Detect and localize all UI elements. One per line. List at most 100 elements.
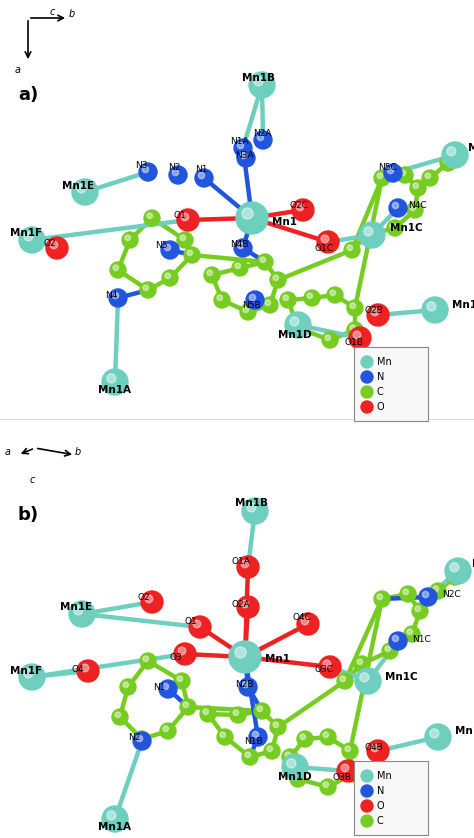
Circle shape — [361, 770, 373, 782]
Circle shape — [19, 227, 45, 253]
Text: Mn1F: Mn1F — [10, 666, 42, 676]
Circle shape — [384, 164, 402, 182]
Text: Mn1H: Mn1H — [472, 559, 474, 569]
Text: Mn1F: Mn1F — [10, 228, 42, 238]
Circle shape — [203, 709, 209, 715]
Circle shape — [174, 673, 190, 689]
Circle shape — [177, 232, 193, 248]
Text: a: a — [15, 65, 21, 75]
Circle shape — [430, 583, 446, 599]
Text: O3C: O3C — [315, 665, 334, 674]
Text: c: c — [29, 475, 35, 485]
Circle shape — [330, 290, 336, 296]
Circle shape — [361, 386, 373, 398]
Circle shape — [363, 230, 369, 235]
Text: Mn1B: Mn1B — [235, 498, 268, 508]
Circle shape — [323, 782, 328, 788]
Circle shape — [357, 659, 363, 665]
Circle shape — [443, 158, 448, 163]
Circle shape — [134, 731, 150, 747]
Text: Mn1E: Mn1E — [60, 602, 92, 612]
Circle shape — [139, 163, 157, 181]
Circle shape — [189, 616, 211, 638]
Circle shape — [350, 325, 356, 330]
Circle shape — [115, 712, 120, 717]
Circle shape — [140, 653, 156, 669]
Circle shape — [450, 563, 459, 572]
Circle shape — [165, 273, 171, 278]
Text: O4C: O4C — [293, 613, 312, 622]
Circle shape — [249, 728, 267, 746]
Text: O2A: O2A — [232, 599, 251, 608]
Circle shape — [237, 242, 244, 249]
Text: O3: O3 — [170, 653, 183, 661]
Circle shape — [361, 401, 373, 413]
Circle shape — [178, 647, 186, 654]
Circle shape — [323, 660, 331, 668]
Text: N2A: N2A — [253, 128, 272, 137]
Circle shape — [133, 732, 151, 750]
Circle shape — [340, 676, 346, 681]
Circle shape — [440, 155, 456, 171]
Circle shape — [410, 205, 416, 210]
Circle shape — [262, 297, 278, 313]
Circle shape — [249, 72, 275, 98]
Circle shape — [254, 77, 263, 86]
Text: N1A: N1A — [230, 137, 249, 147]
Text: N5B: N5B — [242, 301, 261, 309]
Circle shape — [237, 556, 259, 578]
Circle shape — [270, 719, 286, 735]
Circle shape — [407, 629, 412, 634]
Circle shape — [50, 241, 58, 249]
Circle shape — [242, 208, 253, 219]
Circle shape — [321, 235, 329, 243]
Circle shape — [143, 656, 148, 661]
Text: O4: O4 — [72, 665, 85, 674]
Circle shape — [355, 668, 381, 694]
Circle shape — [361, 785, 373, 797]
Circle shape — [241, 600, 249, 608]
Circle shape — [242, 681, 249, 688]
Text: c: c — [49, 7, 55, 17]
Circle shape — [257, 134, 264, 141]
Text: O: O — [377, 402, 384, 412]
Circle shape — [354, 656, 370, 672]
Text: O2B: O2B — [365, 306, 384, 314]
Text: Mn1A: Mn1A — [98, 822, 131, 832]
Circle shape — [361, 815, 373, 827]
Circle shape — [123, 682, 128, 687]
Text: O3B: O3B — [333, 773, 352, 782]
Text: Mn1H: Mn1H — [468, 143, 474, 153]
Circle shape — [410, 180, 426, 196]
Circle shape — [141, 591, 163, 613]
Circle shape — [447, 569, 463, 585]
Circle shape — [385, 646, 391, 652]
Circle shape — [159, 680, 177, 698]
Circle shape — [77, 660, 99, 682]
Text: O1A: O1A — [232, 556, 251, 566]
Circle shape — [371, 744, 379, 752]
Circle shape — [377, 173, 383, 178]
Circle shape — [125, 235, 130, 241]
Text: b: b — [69, 9, 75, 19]
Circle shape — [347, 769, 353, 774]
FancyBboxPatch shape — [354, 347, 428, 421]
Circle shape — [147, 213, 153, 219]
Circle shape — [163, 726, 169, 732]
Circle shape — [120, 679, 136, 695]
Circle shape — [404, 626, 420, 642]
Circle shape — [107, 811, 116, 820]
Circle shape — [260, 257, 265, 262]
Circle shape — [282, 749, 298, 765]
Circle shape — [327, 287, 343, 303]
Circle shape — [242, 749, 258, 765]
Circle shape — [342, 743, 358, 759]
Circle shape — [207, 270, 212, 276]
Circle shape — [264, 743, 280, 759]
Text: Mn1: Mn1 — [272, 217, 297, 227]
Text: O1C: O1C — [315, 244, 334, 252]
Circle shape — [273, 722, 279, 727]
Circle shape — [187, 250, 192, 256]
Circle shape — [387, 168, 393, 173]
Circle shape — [265, 300, 271, 306]
